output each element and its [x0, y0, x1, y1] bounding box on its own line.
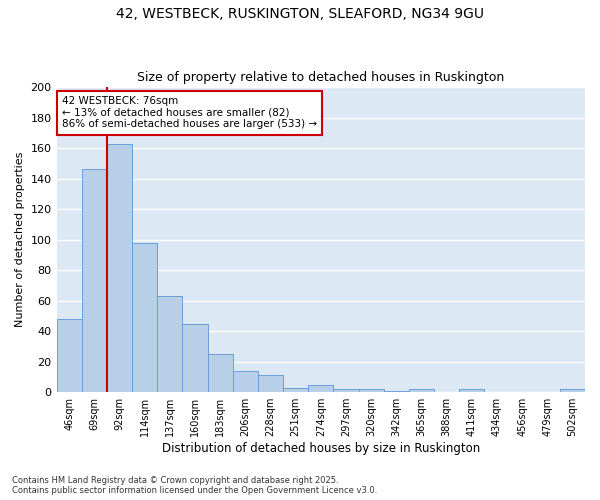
Bar — [56, 319, 82, 392]
Bar — [334, 389, 359, 392]
Bar — [258, 376, 283, 392]
Bar — [383, 390, 409, 392]
Bar — [409, 389, 434, 392]
Bar — [82, 170, 107, 392]
X-axis label: Distribution of detached houses by size in Ruskington: Distribution of detached houses by size … — [161, 442, 480, 455]
Y-axis label: Number of detached properties: Number of detached properties — [15, 152, 25, 328]
Bar — [459, 389, 484, 392]
Bar — [308, 384, 334, 392]
Text: 42, WESTBECK, RUSKINGTON, SLEAFORD, NG34 9GU: 42, WESTBECK, RUSKINGTON, SLEAFORD, NG34… — [116, 8, 484, 22]
Bar — [157, 296, 182, 392]
Text: 42 WESTBECK: 76sqm
← 13% of detached houses are smaller (82)
86% of semi-detache: 42 WESTBECK: 76sqm ← 13% of detached hou… — [62, 96, 317, 130]
Bar — [560, 389, 585, 392]
Text: Contains HM Land Registry data © Crown copyright and database right 2025.
Contai: Contains HM Land Registry data © Crown c… — [12, 476, 377, 495]
Bar — [107, 144, 132, 392]
Bar — [359, 389, 383, 392]
Bar — [208, 354, 233, 392]
Bar — [132, 242, 157, 392]
Title: Size of property relative to detached houses in Ruskington: Size of property relative to detached ho… — [137, 72, 505, 85]
Bar — [233, 371, 258, 392]
Bar — [182, 324, 208, 392]
Bar — [283, 388, 308, 392]
